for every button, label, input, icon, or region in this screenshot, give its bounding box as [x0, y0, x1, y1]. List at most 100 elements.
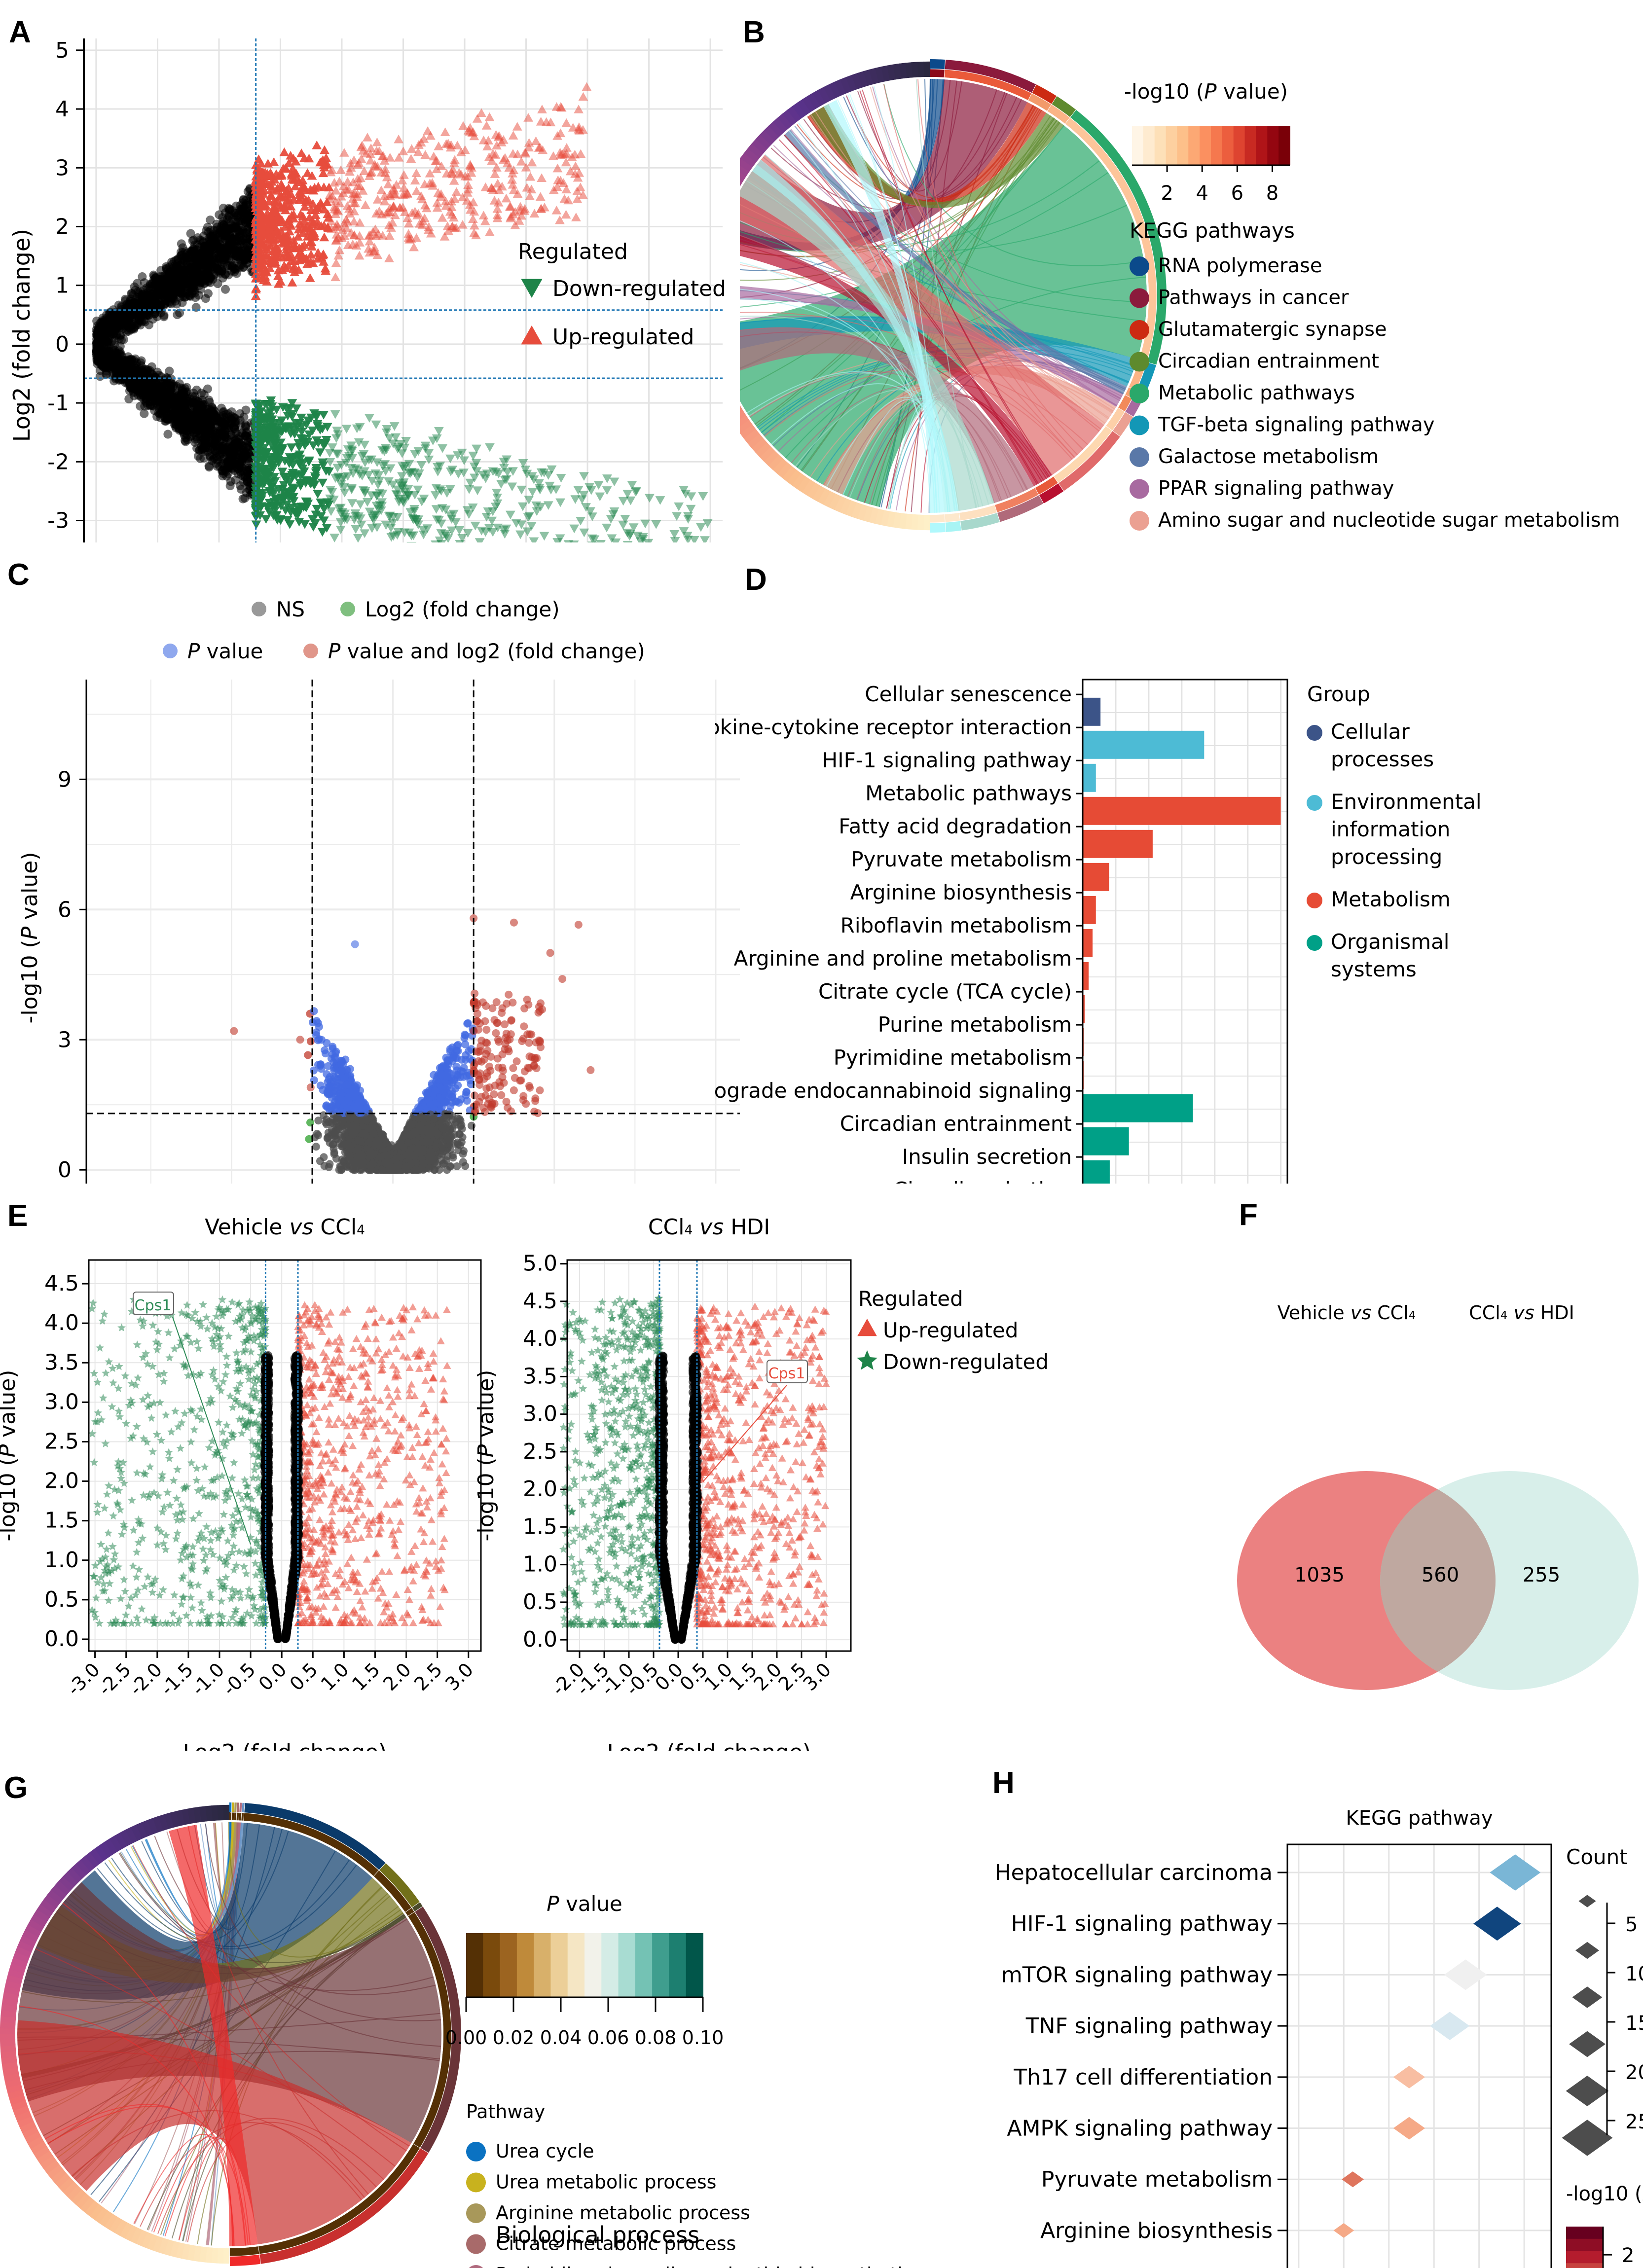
- gene-ring-segment: [899, 63, 908, 79]
- down-regulated-point: [422, 524, 433, 533]
- up-regulated-point: [527, 157, 537, 167]
- up-regulated-point: [529, 209, 540, 218]
- up-regulated-point: [489, 196, 500, 205]
- up-regulated-point: [578, 190, 588, 199]
- up-regulated-point: [432, 198, 442, 207]
- down-regulated-point: [433, 468, 443, 477]
- panel-label-e: E: [7, 1199, 28, 1233]
- up-regulated-point: [508, 169, 517, 178]
- down-regulated-point: [412, 473, 423, 482]
- down-regulated-point: [354, 438, 364, 447]
- down-regulated-point: [403, 485, 413, 494]
- up-regulated-point: [490, 150, 501, 159]
- up-regulated-point: [337, 233, 347, 242]
- up-regulated-point: [256, 217, 266, 226]
- up-regulated-point: [282, 195, 292, 204]
- down-regulated-point: [436, 519, 446, 529]
- down-regulated-point: [259, 465, 270, 474]
- down-regulated-point: [424, 455, 434, 465]
- down-regulated-point: [570, 495, 581, 504]
- up-regulated-point: [251, 190, 261, 199]
- down-regulated-point: [287, 504, 296, 513]
- up-regulated-point: [440, 127, 450, 136]
- points: [230, 914, 595, 1174]
- down-regulated-point: [266, 396, 276, 405]
- legend-dot-icon: [1130, 384, 1149, 403]
- ns-point: [138, 272, 147, 282]
- legend-dot-icon: [1130, 415, 1149, 435]
- up-regulated-point: [510, 220, 520, 229]
- up-regulated-point: [385, 207, 395, 216]
- up-regulated-point: [390, 210, 400, 219]
- down-regulated-point: [373, 480, 383, 490]
- up-regulated-point: [279, 147, 290, 156]
- ns-point: [165, 283, 175, 292]
- legend-label: TGF-beta signaling pathway: [1158, 414, 1435, 436]
- up-regulated-point: [399, 170, 409, 179]
- pvalue-ring-segment: [945, 513, 960, 522]
- down-regulated-point: [413, 515, 424, 524]
- down-regulated-point: [365, 414, 374, 423]
- chord-link: [784, 134, 1075, 458]
- down-regulated-point: [581, 503, 591, 512]
- up-regulated-point: [354, 251, 365, 260]
- panel-label-c: C: [7, 558, 30, 592]
- up-regulated-point: [334, 245, 345, 254]
- ns-point: [163, 266, 172, 275]
- down-regulated-point: [332, 464, 343, 473]
- down-regulated-point: [349, 515, 360, 525]
- gene-ring-segment: [787, 106, 802, 122]
- up-regulated-point: [541, 117, 551, 126]
- up-regulated-point: [439, 232, 450, 241]
- up-regulated-point: [365, 168, 376, 177]
- down-regulated-point: [304, 430, 314, 439]
- down-regulated-point: [335, 518, 346, 527]
- down-regulated-point: [385, 464, 396, 473]
- up-regulated-point: [568, 123, 578, 132]
- ns-point: [231, 254, 241, 263]
- gene-ring-segment: [869, 68, 879, 85]
- down-regulated-point: [569, 540, 579, 542]
- panel-a-volcano-plot: 0.00.51.01.52.02.53.03.54.04.55.0-4-3-2-…: [8, 38, 726, 542]
- ns-point: [185, 432, 195, 441]
- down-regulated-point: [269, 473, 279, 482]
- colorbar-tick-label: 2: [1161, 182, 1173, 205]
- up-regulated-point: [336, 165, 346, 174]
- up-regulated-point: [312, 221, 323, 230]
- gene-ring-segment: [857, 71, 869, 88]
- gene-ring-segment: [768, 121, 784, 137]
- down-regulated-point: [380, 467, 391, 476]
- down-regulated-point: [437, 504, 447, 513]
- chord-link: [795, 389, 989, 505]
- up-regulated-point: [365, 248, 375, 257]
- down-regulated-point: [355, 423, 365, 432]
- ns-point: [155, 290, 164, 299]
- ns-point: [95, 335, 105, 344]
- down-regulated-point: [331, 434, 341, 443]
- gene-ring-segment: [786, 469, 802, 486]
- gene-ring-segment: [917, 61, 925, 77]
- up-regulated-point: [491, 130, 501, 139]
- down-regulated-point: [274, 459, 284, 468]
- down-regulated-point: [683, 536, 693, 542]
- down-regulated-point: [464, 485, 475, 494]
- gene-ring-segment: [740, 409, 746, 420]
- down-regulated-point: [319, 505, 329, 514]
- down-regulated-point: [270, 477, 280, 486]
- down-regulated-point: [398, 497, 408, 506]
- gene-ring-segment: [792, 102, 806, 119]
- up-regulated-point: [379, 191, 390, 200]
- gene-ring-segment: [923, 514, 930, 531]
- up-regulated-point: [369, 160, 380, 169]
- up-regulated-point: [488, 185, 498, 194]
- ns-point: [205, 397, 214, 407]
- up-regulated-point: [469, 220, 479, 230]
- down-regulated-point: [472, 467, 482, 476]
- down-regulated-point: [608, 510, 619, 519]
- pathway-ring-segment: [930, 522, 946, 533]
- up-regulated-point: [490, 169, 500, 178]
- ns-point: [163, 430, 173, 439]
- up-regulated-point: [418, 216, 428, 225]
- up-regulated-point: [331, 185, 341, 195]
- down-regulated-point: [400, 443, 410, 453]
